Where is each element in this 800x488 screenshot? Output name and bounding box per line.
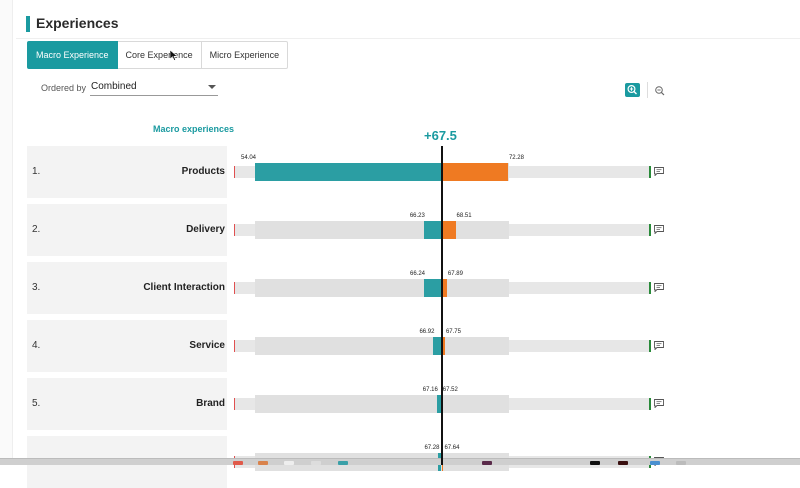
row-number: 5. xyxy=(32,398,41,409)
tab-macro-experience[interactable]: Macro Experience xyxy=(27,41,118,69)
taskbar-app-icon[interactable] xyxy=(311,461,321,465)
zoom-out-icon xyxy=(655,86,665,96)
value-label-right: 72.28 xyxy=(508,155,524,161)
experience-tabs: Macro Experience Core Experience Micro E… xyxy=(27,41,289,69)
value-label-left: 66.92 xyxy=(419,329,435,335)
ordered-by-label: Ordered by xyxy=(41,83,87,93)
taskbar-app-icon[interactable] xyxy=(676,461,686,465)
mouse-cursor-icon xyxy=(170,50,178,61)
row-number: 3. xyxy=(32,282,41,293)
comment-icon[interactable] xyxy=(654,341,664,350)
header-divider xyxy=(16,38,800,39)
experience-row[interactable]: 3. Client Interaction xyxy=(27,262,227,314)
bar-left-value xyxy=(255,163,442,181)
comment-icon[interactable] xyxy=(654,225,664,234)
value-label-left: 66.24 xyxy=(409,271,425,277)
ordered-by-select[interactable]: Combined xyxy=(90,78,218,96)
value-label-right: 67.89 xyxy=(447,271,463,277)
row-label: Delivery xyxy=(186,224,225,235)
value-label-left: 54.04 xyxy=(241,155,257,161)
left-edge-panel xyxy=(0,0,13,465)
range-min-marker xyxy=(234,398,235,410)
section-header: Experiences xyxy=(16,10,800,38)
bar-left-value xyxy=(436,395,442,413)
zoom-out-button[interactable] xyxy=(654,84,666,96)
comment-icon[interactable] xyxy=(654,399,664,408)
range-track-inner xyxy=(255,395,509,413)
value-label-right: 67.75 xyxy=(445,329,461,335)
range-min-marker xyxy=(234,282,235,294)
experience-row[interactable]: 1. Products xyxy=(27,146,227,198)
bar-left-value xyxy=(433,337,442,355)
os-taskbar xyxy=(0,458,800,465)
bar-left-value xyxy=(423,221,442,239)
column-header-macro-experiences: Macro experiences xyxy=(153,124,235,134)
row-label: Products xyxy=(181,166,225,177)
range-track-inner xyxy=(255,279,509,297)
taskbar-app-icon[interactable] xyxy=(590,461,600,465)
experience-row[interactable]: 4. Service xyxy=(27,320,227,372)
row-label: Client Interaction xyxy=(143,282,225,293)
value-label-right: 67.64 xyxy=(444,445,460,451)
value-label-left: 67.16 xyxy=(422,387,438,393)
value-label-left: 67.28 xyxy=(424,445,440,451)
value-label-left: 66.23 xyxy=(409,213,425,219)
value-label-right: 68.51 xyxy=(456,213,472,219)
range-min-marker xyxy=(234,340,235,352)
range-max-marker xyxy=(649,398,651,410)
caret-down-icon xyxy=(208,85,216,89)
page-title: Experiences xyxy=(36,15,119,31)
taskbar-app-icon[interactable] xyxy=(284,461,294,465)
center-reference-line xyxy=(441,146,443,465)
range-track-inner xyxy=(255,337,509,355)
bar-right-value xyxy=(441,163,508,181)
zoom-in-button[interactable] xyxy=(625,83,640,97)
taskbar-app-icon[interactable] xyxy=(233,461,243,465)
range-min-marker xyxy=(234,166,235,178)
row-label: Service xyxy=(189,340,225,351)
zoom-divider xyxy=(647,82,648,98)
taskbar-app-icon[interactable] xyxy=(482,461,492,465)
value-label-right: 67.52 xyxy=(442,387,458,393)
comment-icon[interactable] xyxy=(654,283,664,292)
taskbar-app-icon[interactable] xyxy=(258,461,268,465)
range-max-marker xyxy=(649,282,651,294)
row-number: 4. xyxy=(32,340,41,351)
experience-row[interactable]: 2. Delivery xyxy=(27,204,227,256)
zoom-in-icon xyxy=(627,84,637,95)
range-max-marker xyxy=(649,340,651,352)
range-max-marker xyxy=(649,166,651,178)
range-track-inner xyxy=(255,221,509,239)
tab-micro-experience[interactable]: Micro Experience xyxy=(201,41,289,69)
header-accent-bar xyxy=(26,16,30,32)
bar-right-value xyxy=(441,279,447,297)
row-number: 2. xyxy=(32,224,41,235)
row-number: 1. xyxy=(32,166,41,177)
range-min-marker xyxy=(234,224,235,236)
taskbar-app-icon[interactable] xyxy=(650,461,660,465)
ordered-by-value: Combined xyxy=(91,81,137,92)
experience-row[interactable]: 5. Brand xyxy=(27,378,227,430)
overall-score: +67.5 xyxy=(424,128,457,143)
taskbar-app-icon[interactable] xyxy=(338,461,348,465)
bar-right-value xyxy=(441,337,445,355)
range-max-marker xyxy=(649,224,651,236)
row-label: Brand xyxy=(196,398,225,409)
bar-left-value xyxy=(423,279,442,297)
tab-core-experience[interactable]: Core Experience xyxy=(117,41,202,69)
taskbar-app-icon[interactable] xyxy=(618,461,628,465)
bar-right-value xyxy=(441,221,456,239)
comment-icon[interactable] xyxy=(654,167,664,176)
